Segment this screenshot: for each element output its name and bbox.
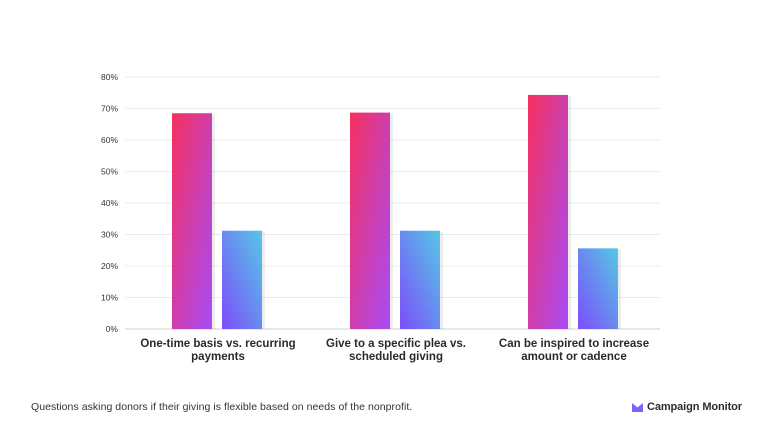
y-tick-label: 40% [101,198,118,208]
y-tick-label: 80% [101,72,118,82]
y-tick-label: 70% [101,104,118,114]
x-category-label: Can be inspired to increase amount or cad… [499,338,649,363]
brand-logo: Campaign Monitor [632,401,742,413]
y-tick-label: 0% [106,324,119,334]
y-tick-label: 10% [101,293,118,303]
x-category-label: Give to a specific plea vs. scheduled giv… [326,338,466,363]
bar-series-2-3 [578,248,618,329]
brand-name: Campaign Monitor [647,401,742,413]
bar-series-2-1 [222,230,262,329]
bar-series-1-1 [172,113,212,329]
y-tick-label: 30% [101,230,118,240]
chart-footnote: Questions asking donors if their giving … [31,401,413,413]
y-tick-label: 50% [101,167,118,177]
bar-series-2-2 [400,230,440,329]
y-tick-label: 60% [101,135,118,145]
x-category-label: One-time basis vs. recurring payments [140,338,295,363]
bar-series-1-3 [528,94,568,329]
y-tick-label: 20% [101,261,118,271]
bar-series-1-2 [350,112,390,329]
envelope-m-icon [632,402,643,412]
